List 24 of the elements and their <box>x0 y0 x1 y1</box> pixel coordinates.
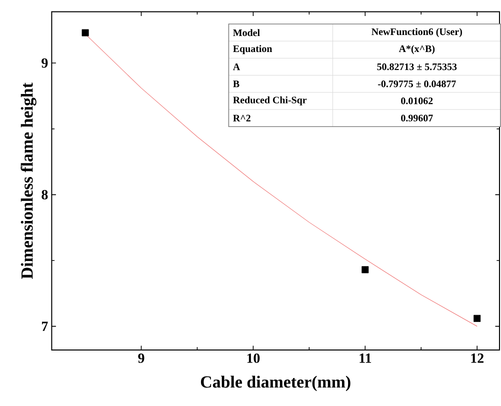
y-tick-label: 9 <box>42 58 48 68</box>
annotation: R^2 <box>233 114 250 122</box>
x-tick-label: 10 <box>247 354 260 363</box>
annotation: 0.99607 <box>401 114 433 122</box>
annotation: A*(x^B) <box>398 45 435 54</box>
x-tick-label: 9 <box>138 354 144 363</box>
point <box>362 266 369 274</box>
annotation: 50.82713 ± 5.75353 <box>377 63 457 70</box>
annotation: -0.79775 ± 0.04877 <box>378 80 456 88</box>
annotation: Equation <box>233 45 272 54</box>
annotation: 0.01062 <box>401 98 433 104</box>
x-tick-label: 11 <box>360 354 372 363</box>
annotation: NewFunction6 (User) <box>372 28 462 38</box>
x-tick-label: 12 <box>471 354 484 363</box>
annotation: B <box>233 80 240 88</box>
y-axis-title: Dimensionless flame height <box>20 82 36 279</box>
point <box>82 29 89 36</box>
x-axis-title: Cable diameter(mm) <box>200 376 350 392</box>
point <box>474 314 481 322</box>
annotation: Reduced Chi-Sqr <box>233 96 307 106</box>
annotation: Model <box>233 29 260 36</box>
y-tick-label: 8 <box>42 190 48 200</box>
y-tick-label: 7 <box>42 322 48 331</box>
annotation: A <box>232 64 240 70</box>
